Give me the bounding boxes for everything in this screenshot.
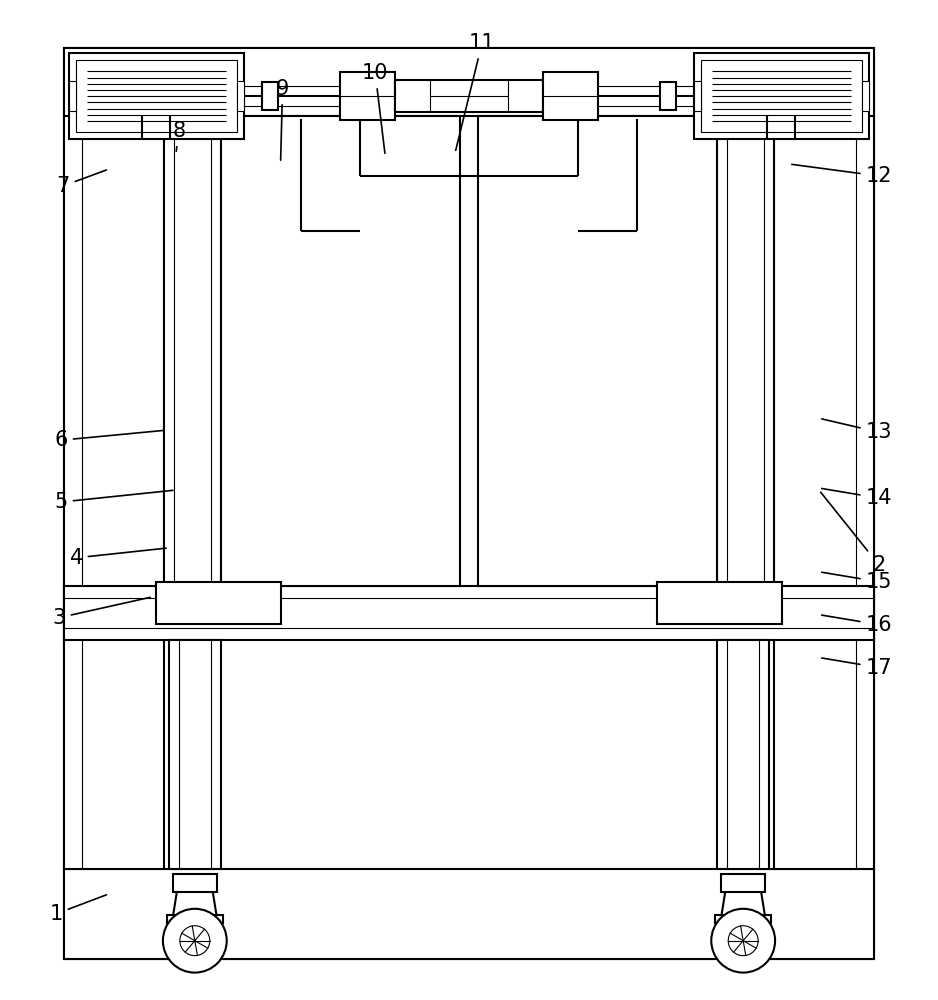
Bar	[169, 640, 220, 869]
Text: 11: 11	[456, 33, 495, 150]
Bar	[694, 53, 869, 139]
Bar	[702, 60, 862, 132]
Bar	[220, 116, 460, 586]
Text: 9: 9	[276, 79, 289, 160]
Bar	[76, 60, 236, 132]
Bar	[718, 116, 774, 586]
Bar	[173, 874, 217, 892]
Text: 13: 13	[822, 419, 892, 442]
Circle shape	[163, 909, 227, 973]
Bar	[64, 48, 874, 116]
Text: 3: 3	[53, 597, 150, 628]
Text: 17: 17	[822, 658, 892, 678]
Bar	[167, 915, 222, 923]
Bar	[236, 81, 244, 111]
Bar	[340, 72, 395, 120]
Bar	[478, 116, 718, 586]
Circle shape	[728, 926, 758, 956]
Bar	[64, 586, 874, 640]
Bar	[164, 116, 220, 586]
Bar	[64, 48, 874, 959]
Bar	[694, 81, 702, 111]
Bar	[64, 116, 164, 869]
Circle shape	[711, 909, 775, 973]
Bar	[395, 80, 543, 112]
Bar	[660, 82, 676, 110]
Text: 5: 5	[54, 490, 174, 512]
Bar	[658, 582, 782, 624]
Bar	[543, 72, 598, 120]
Bar	[262, 82, 278, 110]
Text: 7: 7	[56, 170, 106, 196]
Text: 10: 10	[362, 63, 388, 153]
Bar	[69, 53, 244, 139]
Text: 16: 16	[822, 615, 892, 635]
Text: 4: 4	[69, 548, 166, 568]
Bar	[718, 640, 769, 869]
Text: 8: 8	[173, 121, 186, 151]
Bar	[862, 81, 869, 111]
Bar	[64, 869, 874, 959]
Text: 1: 1	[50, 895, 107, 924]
Bar	[69, 81, 76, 111]
Text: 12: 12	[792, 164, 892, 186]
Bar	[716, 915, 771, 923]
Bar	[721, 874, 765, 892]
Bar	[156, 582, 280, 624]
Text: 2: 2	[821, 492, 885, 575]
Circle shape	[180, 926, 210, 956]
Bar	[774, 116, 874, 869]
Text: 15: 15	[822, 572, 892, 592]
Text: 6: 6	[54, 430, 163, 450]
Text: 14: 14	[822, 488, 892, 508]
